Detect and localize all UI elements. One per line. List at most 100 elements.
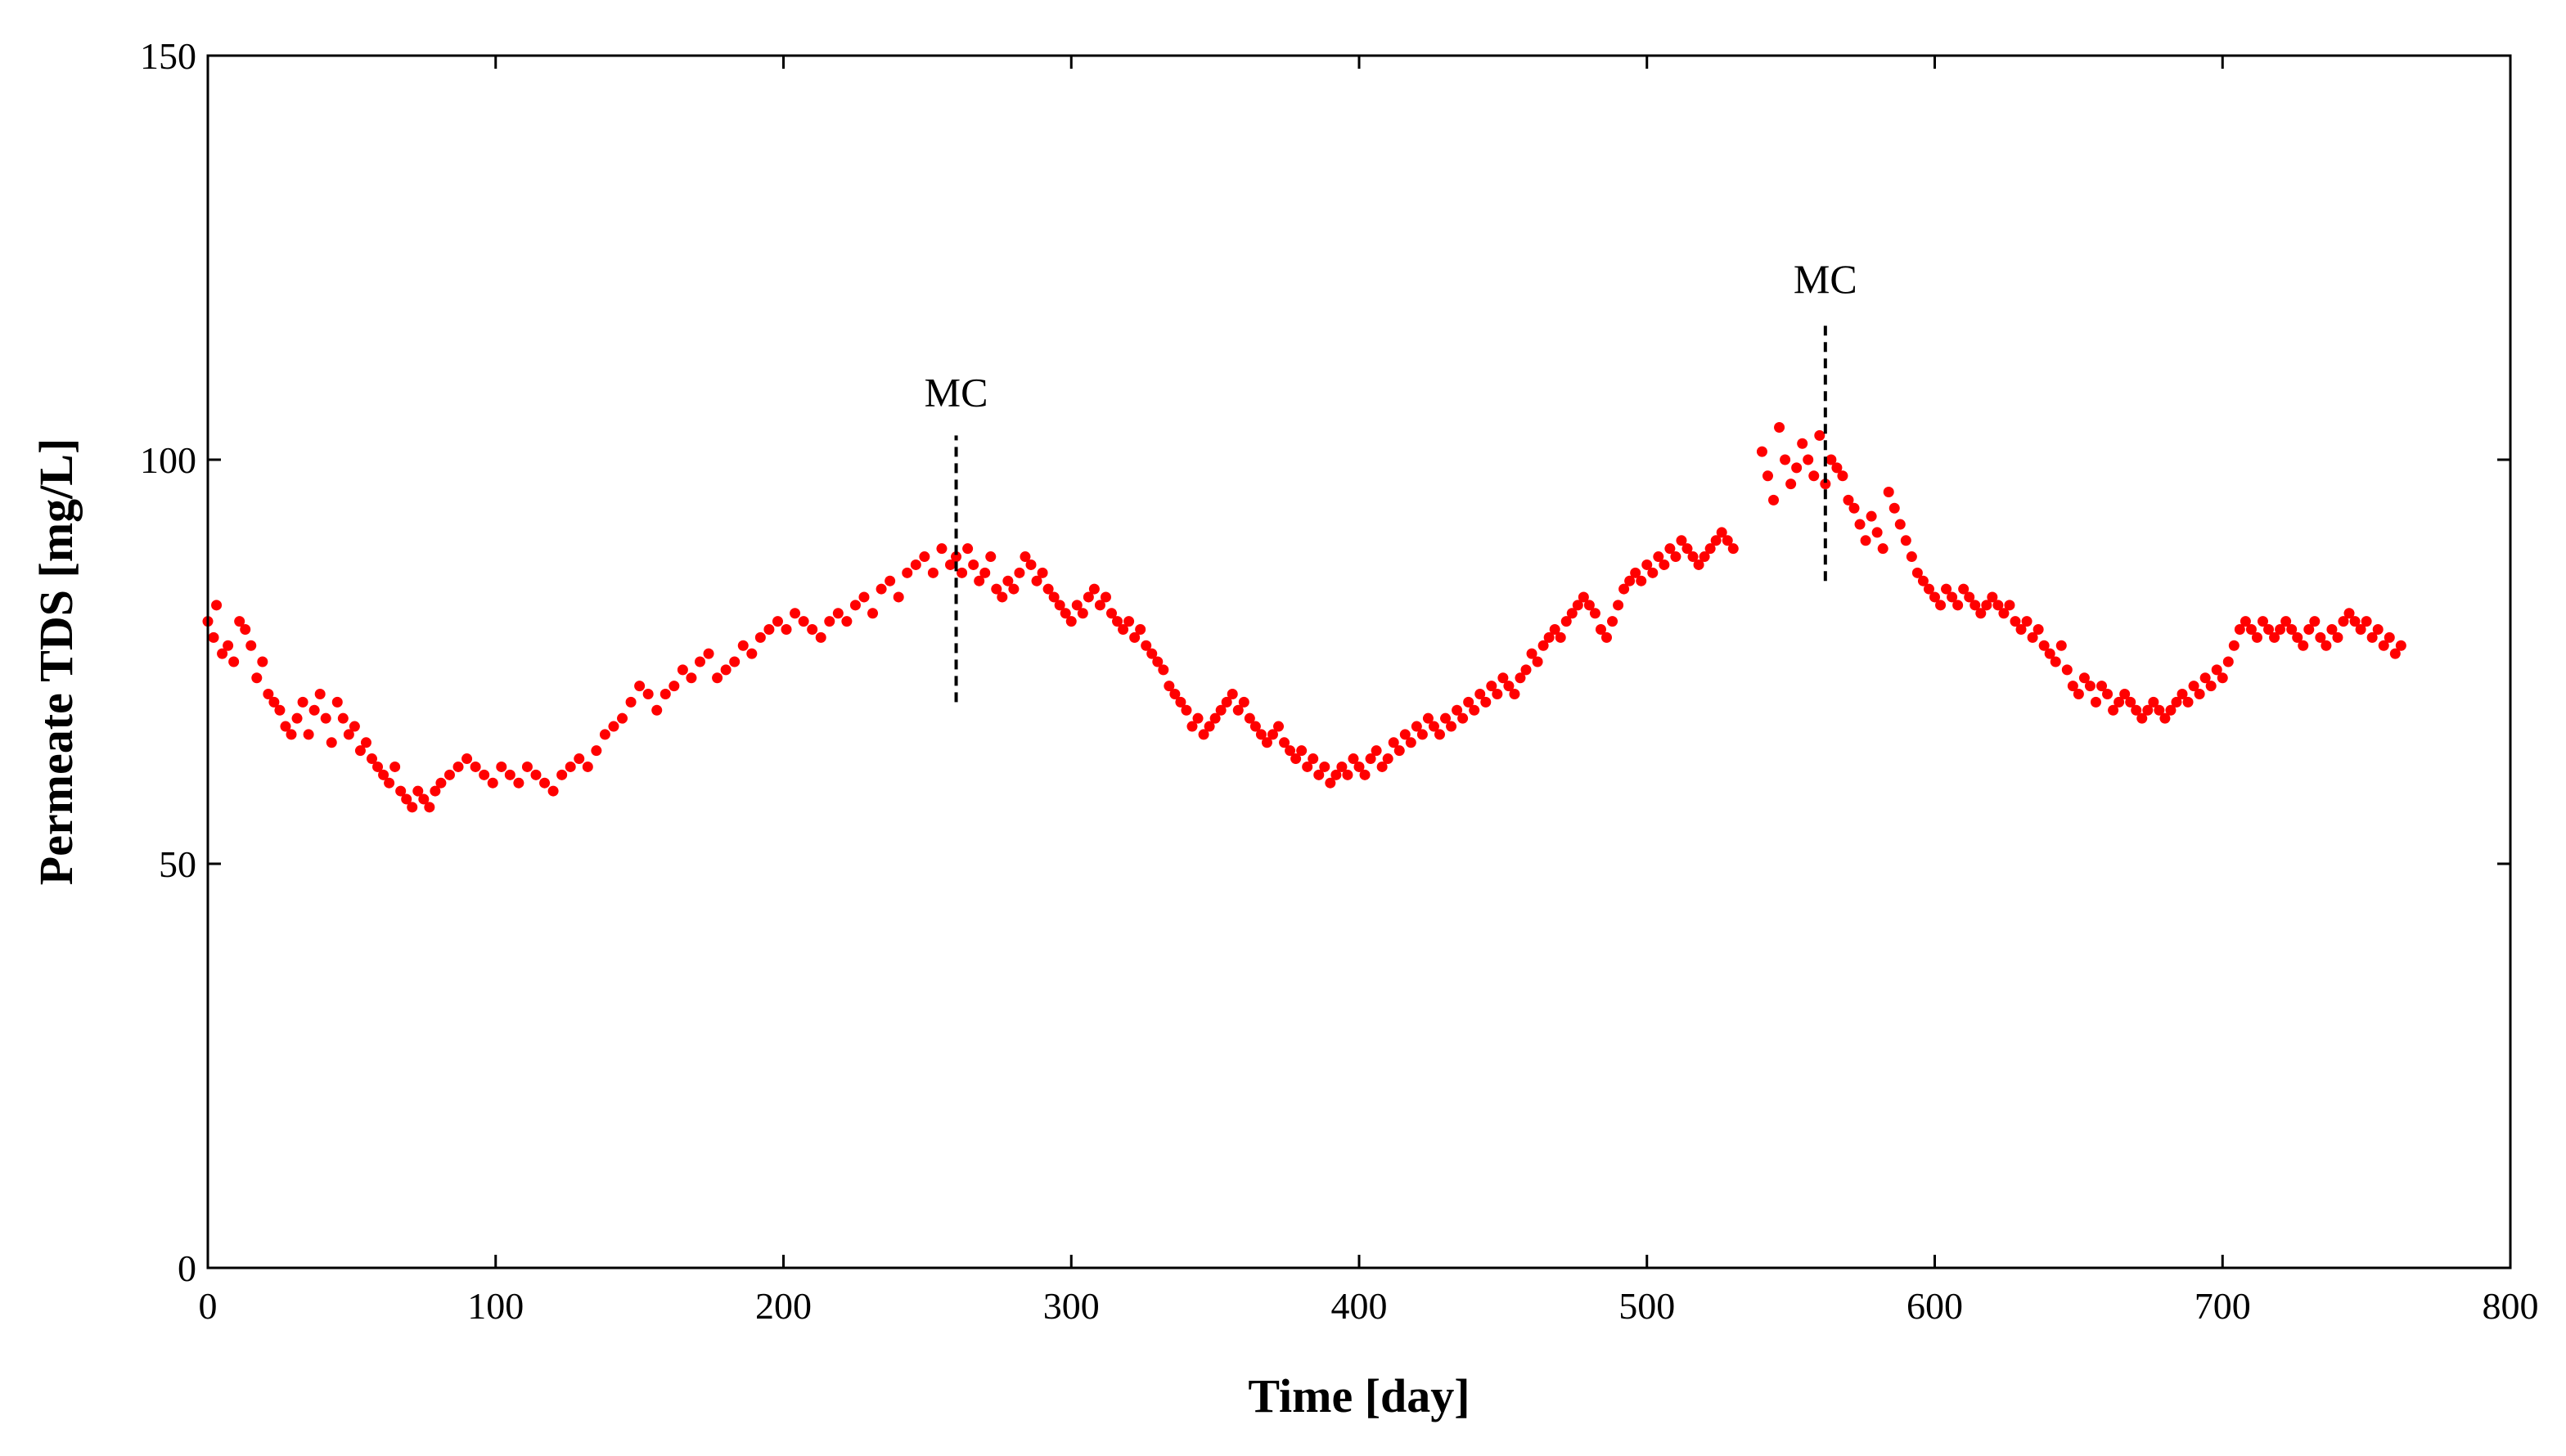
data-point xyxy=(2131,704,2142,716)
data-point xyxy=(435,777,447,789)
data-point xyxy=(1774,421,1785,433)
data-point xyxy=(565,761,576,772)
data-point xyxy=(720,664,732,676)
x-tick-label: 700 xyxy=(2195,1285,2251,1327)
data-point xyxy=(2182,696,2194,708)
data-point xyxy=(1469,704,1480,716)
data-point xyxy=(1601,631,1613,643)
data-point xyxy=(1008,583,1020,595)
data-point xyxy=(677,664,688,676)
data-point xyxy=(951,551,962,563)
data-point xyxy=(1249,721,1261,732)
data-point xyxy=(2366,631,2378,643)
data-point xyxy=(1526,648,1537,659)
data-point xyxy=(832,608,844,619)
data-point xyxy=(395,785,407,797)
data-point xyxy=(2021,616,2033,627)
x-tick-label: 800 xyxy=(2483,1285,2539,1327)
data-point xyxy=(962,543,974,555)
data-point xyxy=(1077,608,1088,619)
data-point xyxy=(2073,689,2084,700)
data-point xyxy=(1877,543,1888,555)
y-tick-label: 150 xyxy=(140,35,196,77)
y-tick-label: 100 xyxy=(140,439,196,481)
data-point xyxy=(1503,681,1515,692)
data-point xyxy=(703,648,714,659)
data-point xyxy=(1670,551,1681,563)
y-tick-label: 50 xyxy=(159,843,196,885)
data-point xyxy=(2321,640,2332,651)
data-point xyxy=(1572,600,1583,611)
data-point xyxy=(2309,616,2321,627)
data-point xyxy=(1843,494,1854,506)
data-point xyxy=(737,640,749,651)
data-point xyxy=(763,623,775,635)
data-point xyxy=(1532,656,1543,667)
data-point xyxy=(1768,494,1780,506)
data-point xyxy=(1118,623,1129,635)
data-point xyxy=(2027,631,2038,643)
data-point xyxy=(1181,704,1192,716)
data-point xyxy=(2119,689,2131,700)
data-point xyxy=(1100,591,1111,603)
data-point xyxy=(1664,543,1676,555)
data-point xyxy=(1411,721,1422,732)
data-point xyxy=(1981,600,1992,611)
data-point xyxy=(902,567,913,578)
data-point xyxy=(927,567,939,578)
data-point xyxy=(1083,591,1094,603)
data-point xyxy=(2303,623,2315,635)
data-point xyxy=(1042,583,1054,595)
data-point xyxy=(245,640,257,651)
data-point xyxy=(1065,616,1077,627)
data-point xyxy=(1416,729,1428,740)
data-point xyxy=(1215,704,1227,716)
data-point xyxy=(957,567,968,578)
data-point xyxy=(1319,761,1330,772)
data-point xyxy=(2067,681,2078,692)
data-point xyxy=(1342,769,1353,780)
data-point xyxy=(2355,623,2366,635)
data-point xyxy=(858,591,870,603)
data-point xyxy=(343,729,354,740)
data-point xyxy=(513,777,524,789)
data-point xyxy=(354,745,366,757)
data-point xyxy=(1020,551,1031,563)
data-point xyxy=(2199,672,2211,684)
data-point xyxy=(2275,623,2286,635)
x-axis-title: Time [day] xyxy=(1248,1369,1470,1422)
x-tick-label: 100 xyxy=(467,1285,524,1327)
data-point xyxy=(754,631,766,643)
data-point xyxy=(2228,640,2240,651)
data-point xyxy=(1537,640,1549,651)
data-point xyxy=(1975,608,1987,619)
data-point xyxy=(2033,623,2044,635)
data-point xyxy=(1854,519,1866,530)
data-point xyxy=(274,704,286,716)
data-point xyxy=(2096,681,2108,692)
data-point xyxy=(1014,567,1025,578)
data-point xyxy=(1376,761,1388,772)
data-point xyxy=(1964,591,1975,603)
data-point xyxy=(1480,696,1492,708)
data-point xyxy=(461,753,473,765)
data-point xyxy=(1060,608,1071,619)
data-point xyxy=(2055,640,2067,651)
data-point xyxy=(1192,712,1204,724)
data-point xyxy=(1607,616,1618,627)
data-point xyxy=(2108,704,2119,716)
data-point xyxy=(945,559,957,570)
data-point xyxy=(2326,623,2338,635)
data-point xyxy=(885,575,896,586)
data-point xyxy=(2269,631,2280,643)
data-point xyxy=(2159,712,2171,724)
data-point xyxy=(389,761,401,772)
data-point xyxy=(2015,623,2027,635)
data-point xyxy=(2154,704,2165,716)
data-point xyxy=(1987,591,1998,603)
data-point xyxy=(2194,689,2205,700)
data-point xyxy=(1803,454,1814,465)
data-point xyxy=(1952,600,1964,611)
data-point xyxy=(1549,623,1560,635)
data-point xyxy=(2292,631,2303,643)
